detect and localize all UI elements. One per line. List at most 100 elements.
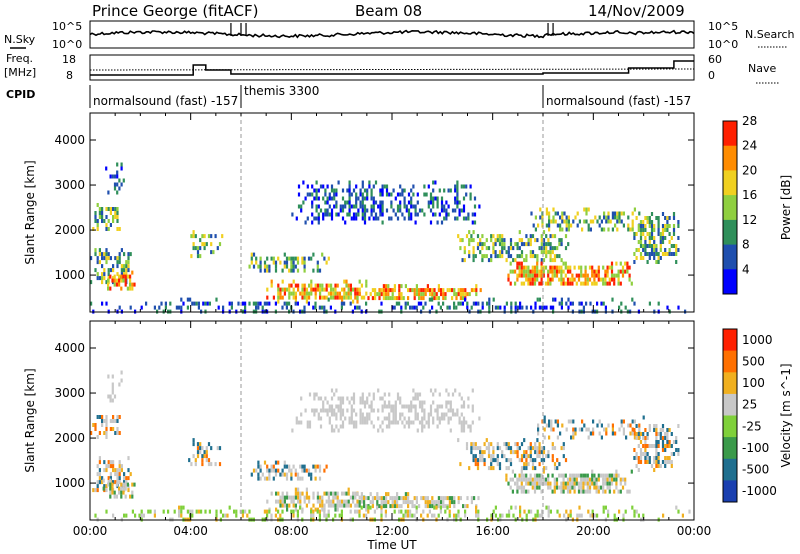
range-cell (617, 273, 620, 278)
colorbar-segment (723, 437, 737, 460)
range-cell (659, 464, 662, 468)
range-cell (547, 273, 550, 278)
range-cell (591, 513, 594, 518)
range-cell (599, 473, 603, 478)
range-cell (429, 388, 433, 393)
range-cell (96, 276, 99, 281)
range-cell (514, 269, 517, 274)
range-cell (530, 509, 533, 514)
range-cell (621, 265, 625, 270)
range-cell (494, 458, 497, 463)
range-cell (412, 420, 415, 425)
range-cell (358, 509, 361, 514)
range-cell (536, 454, 539, 459)
range-cell (471, 388, 474, 393)
range-cell (627, 423, 630, 428)
colorbar-segment (723, 393, 737, 416)
range-cell (620, 301, 623, 306)
range-cell (131, 270, 134, 275)
range-cell (294, 295, 297, 300)
range-cell (633, 260, 636, 264)
range-cell (610, 477, 614, 482)
range-cell (127, 476, 130, 481)
range-cell (283, 499, 286, 504)
range-cell (263, 260, 267, 265)
range-cell (192, 242, 195, 247)
range-cell (644, 244, 647, 248)
range-cell (334, 295, 337, 300)
range-cell (571, 473, 574, 478)
range-cell (286, 287, 289, 292)
range-cell (279, 472, 282, 477)
range-cell (584, 473, 587, 478)
range-cell (514, 301, 517, 306)
noise-tick-low-right: 10^0 (708, 38, 738, 51)
range-cell (672, 228, 676, 232)
range-cell (476, 246, 480, 251)
range-cell (270, 491, 273, 496)
range-cell (558, 473, 561, 478)
range-cell (456, 408, 459, 413)
range-cell (368, 412, 371, 417)
range-cell (337, 396, 340, 401)
range-cell (456, 200, 459, 205)
range-cell (602, 509, 605, 514)
range-cell (549, 481, 552, 486)
range-cell (327, 495, 330, 500)
range-cell (529, 273, 532, 278)
range-cell (363, 400, 367, 405)
range-cell (618, 219, 621, 224)
range-cell (639, 244, 643, 248)
range-cell (610, 273, 614, 278)
range-cell (472, 254, 475, 259)
range-cell (118, 274, 121, 279)
range-cell (349, 509, 352, 514)
range-cell (167, 509, 170, 514)
range-cell (401, 188, 404, 193)
range-cell (292, 509, 295, 514)
range-cell (666, 224, 669, 228)
range-cell (413, 288, 416, 293)
range-cell (518, 246, 521, 251)
range-cell (591, 265, 594, 270)
range-cell (624, 481, 627, 486)
range-cell (292, 499, 295, 504)
range-cell (324, 200, 327, 205)
range-cell (479, 238, 482, 243)
range-cell (140, 509, 143, 514)
range-cell (440, 196, 444, 201)
range-cell (347, 295, 350, 300)
range-cell (446, 505, 449, 510)
range-cell (321, 287, 324, 292)
range-cell (303, 499, 306, 504)
range-cell (356, 296, 359, 301)
colorbar-segment (723, 121, 737, 147)
range-cell (596, 513, 599, 518)
range-cell (324, 188, 327, 193)
range-cell (307, 301, 310, 306)
range-cell (335, 388, 338, 393)
range-cell (294, 495, 297, 500)
range-cell (306, 424, 309, 429)
range-cell (210, 234, 213, 239)
range-cell (354, 491, 357, 496)
range-cell (670, 244, 673, 248)
range-cell (314, 507, 317, 512)
range-cell (445, 388, 448, 393)
range-cell (263, 301, 266, 306)
range-cell (445, 216, 448, 221)
range-cell (436, 408, 439, 413)
range-cell (418, 404, 422, 409)
range-cell (359, 200, 362, 205)
range-cell (642, 444, 645, 448)
range-cell (564, 473, 567, 478)
range-cell (540, 238, 543, 243)
range-cell (120, 166, 123, 171)
range-cell (536, 238, 539, 243)
range-cell (487, 466, 491, 471)
range-cell (214, 234, 217, 239)
range-cell (516, 481, 519, 486)
range-cell (653, 428, 656, 432)
range-cell (518, 238, 521, 243)
range-cell (266, 499, 269, 504)
